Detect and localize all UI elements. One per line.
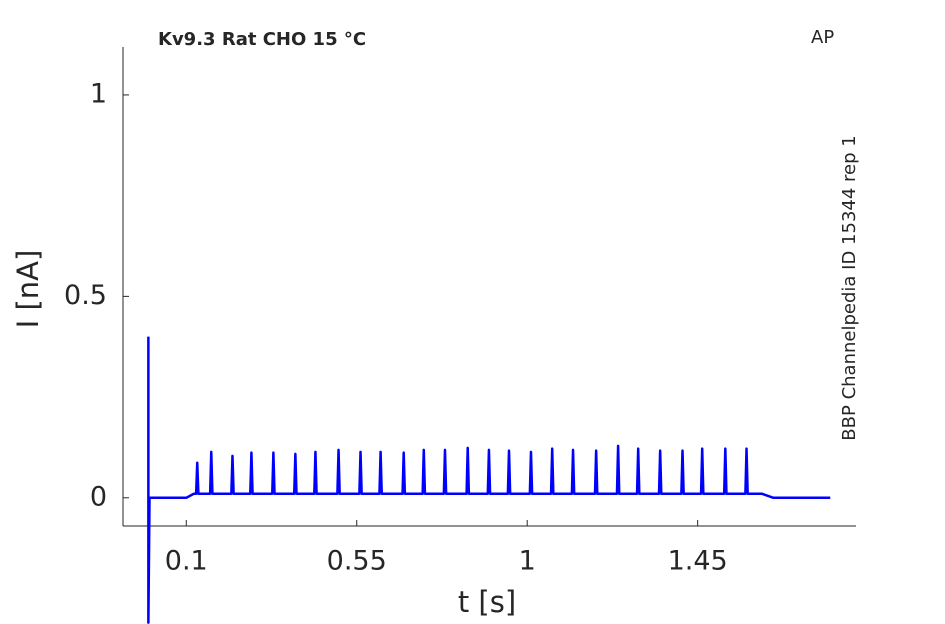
x-axis-label: t [s] <box>458 585 516 619</box>
y-tick-label: 0 <box>90 481 107 512</box>
y-axis-label: I [nA] <box>11 250 45 329</box>
x-tick-label: 0.1 <box>165 546 208 577</box>
annotation: AP <box>811 27 834 48</box>
x-tick-label: 0.55 <box>327 546 387 577</box>
side-label: BBP Channelpedia ID 15344 rep 1 <box>839 135 860 440</box>
chart-title: Kv9.3 Rat CHO 15 °C <box>158 29 366 50</box>
y-tick-label: 0.5 <box>64 280 107 311</box>
x-tick-label: 1 <box>519 546 536 577</box>
y-tick-label: 1 <box>90 78 107 109</box>
x-tick-label: 1.45 <box>668 546 728 577</box>
trace <box>147 336 831 624</box>
